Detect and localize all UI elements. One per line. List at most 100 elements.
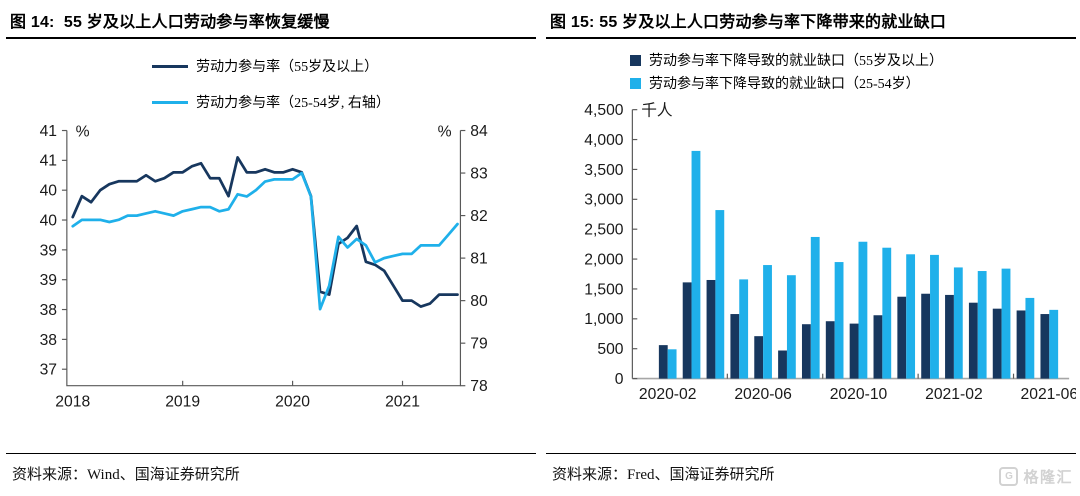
svg-text:4,500: 4,500 <box>584 102 624 119</box>
legend-label: 劳动参与率下降导致的就业缺口（55岁及以上） <box>649 54 943 69</box>
svg-text:41: 41 <box>40 153 57 170</box>
svg-text:2018: 2018 <box>55 393 90 410</box>
bar-25-54 <box>1001 268 1011 379</box>
bar-groups <box>658 150 1059 379</box>
bar-25-54 <box>882 247 892 379</box>
svg-text:4,000: 4,000 <box>584 132 624 149</box>
svg-text:2021-02: 2021-02 <box>925 386 983 403</box>
svg-text:41: 41 <box>40 123 57 140</box>
svg-text:2,000: 2,000 <box>584 251 624 268</box>
svg-text:39: 39 <box>40 242 57 259</box>
gelonghui-watermark: G 格隆汇 <box>999 466 1073 487</box>
figure-15-legend: 劳动参与率下降导致的就业缺口（55岁及以上） 劳动参与率下降导致的就业缺口（25… <box>630 50 943 93</box>
svg-text:1,000: 1,000 <box>584 311 624 328</box>
bar-55plus <box>706 279 716 379</box>
svg-text:%: % <box>438 123 452 140</box>
bar-55plus <box>778 350 787 379</box>
bar-25-54 <box>715 210 725 379</box>
bar-25-54 <box>1025 297 1035 379</box>
bar-25-54 <box>834 262 844 379</box>
svg-text:2021-06: 2021-06 <box>1021 386 1076 403</box>
bar-55plus <box>968 302 978 379</box>
series-line <box>71 171 459 311</box>
tick-marks <box>632 109 1015 380</box>
line-swatch-25-54 <box>152 100 189 104</box>
svg-text:2020-10: 2020-10 <box>830 386 888 403</box>
axis-labels: 41 41 40 40 39 39 38 38 37 84 83 82 81 80 79 78% % 2018 20… <box>40 123 488 410</box>
svg-text:81: 81 <box>470 251 487 268</box>
svg-text:84: 84 <box>470 123 488 140</box>
bar-25-54 <box>858 241 868 379</box>
tick-marks <box>61 129 466 387</box>
svg-text:40: 40 <box>40 183 58 200</box>
bar-25-54 <box>667 349 677 379</box>
svg-text:2021: 2021 <box>385 393 420 410</box>
figure-14-legend: 劳动力参与率（55岁及以上） 劳动力参与率（25-54岁, 右轴） <box>152 56 390 112</box>
figure-15-panel: 图 15: 55 岁及以上人口劳动参与率下降带来的就业缺口 劳动参与率下降导致的… <box>540 0 1080 496</box>
svg-text:3,500: 3,500 <box>584 162 624 179</box>
svg-text:3,000: 3,000 <box>584 192 624 209</box>
bar-55plus <box>921 293 931 379</box>
svg-text:83: 83 <box>470 165 488 182</box>
bar-55plus <box>1040 314 1050 379</box>
bar-55plus <box>658 345 668 379</box>
bar-25-54 <box>930 254 939 379</box>
bar-25-54 <box>977 271 987 379</box>
svg-text:37: 37 <box>40 362 57 379</box>
svg-text:2020: 2020 <box>275 393 310 410</box>
svg-text:千人: 千人 <box>641 102 673 120</box>
bar-55plus <box>992 308 1002 379</box>
bar-25-54 <box>786 275 796 379</box>
legend-item-25-54: 劳动力参与率（25-54岁, 右轴） <box>152 92 390 112</box>
bar-25-54 <box>953 267 963 379</box>
bar-25-54 <box>763 265 772 379</box>
figure-14-title: 图 14: 55 岁及以上人口劳动参与率恢复缓慢 <box>6 0 536 39</box>
svg-text:80: 80 <box>470 293 488 310</box>
bar-55plus <box>873 315 883 379</box>
bar-25-54 <box>1049 309 1059 379</box>
bar-55plus <box>682 282 692 379</box>
gelonghui-watermark-text: 格隆汇 <box>1023 469 1073 486</box>
svg-text:%: % <box>76 123 90 140</box>
bar-55plus <box>754 336 764 379</box>
svg-text:2019: 2019 <box>165 393 200 410</box>
legend-item-gap-55plus: 劳动参与率下降导致的就业缺口（55岁及以上） <box>630 50 943 70</box>
bar-swatch-55plus <box>630 54 641 66</box>
svg-text:79: 79 <box>470 336 487 353</box>
bar-25-54 <box>691 150 701 379</box>
bar-55plus <box>945 294 954 379</box>
svg-text:1,500: 1,500 <box>584 281 624 298</box>
svg-text:78: 78 <box>470 378 488 395</box>
bar-55plus <box>1016 310 1026 379</box>
bar-55plus <box>825 321 835 379</box>
bar-25-54 <box>906 254 916 379</box>
axis-labels: 4,500 4,000 3,500 3,000 2,500 2,000 1,500 1,000… <box>584 102 1076 404</box>
bar-55plus <box>897 296 907 379</box>
svg-text:500: 500 <box>597 341 623 358</box>
legend-label: 劳动参与率下降导致的就业缺口（25-54岁） <box>649 77 920 92</box>
figure-14-source: 资料来源：Wind、国海证券研究所 <box>6 453 536 496</box>
bar-25-54 <box>739 279 749 379</box>
bar-25-54 <box>810 236 820 379</box>
svg-text:2020-06: 2020-06 <box>734 386 792 403</box>
svg-text:39: 39 <box>40 272 57 289</box>
legend-label: 劳动力参与率（55岁及以上） <box>196 60 379 75</box>
svg-text:82: 82 <box>470 208 487 225</box>
bar-55plus <box>849 323 859 379</box>
legend-item-55plus: 劳动力参与率（55岁及以上） <box>152 56 390 76</box>
svg-text:38: 38 <box>40 332 58 349</box>
gelonghui-logo-icon: G <box>999 467 1019 486</box>
series-line <box>71 156 459 308</box>
bar-55plus <box>801 324 811 379</box>
svg-text:2,500: 2,500 <box>584 222 624 239</box>
legend-item-gap-25-54: 劳动参与率下降导致的就业缺口（25-54岁） <box>630 73 943 93</box>
svg-text:40: 40 <box>40 212 58 229</box>
svg-text:38: 38 <box>40 302 58 319</box>
bar-swatch-25-54 <box>630 77 641 89</box>
figure-14-panel: 图 14: 55 岁及以上人口劳动参与率恢复缓慢 劳动力参与率（55岁及以上） … <box>6 0 536 496</box>
svg-text:0: 0 <box>615 371 624 388</box>
legend-label: 劳动力参与率（25-54岁, 右轴） <box>196 96 390 111</box>
bar-chart-employment-gap: 4,500 4,000 3,500 3,000 2,500 2,000 1,500 1,000… <box>584 102 1076 404</box>
figure-15-source: 资料来源：Fred、国海证券研究所 <box>546 453 1076 496</box>
